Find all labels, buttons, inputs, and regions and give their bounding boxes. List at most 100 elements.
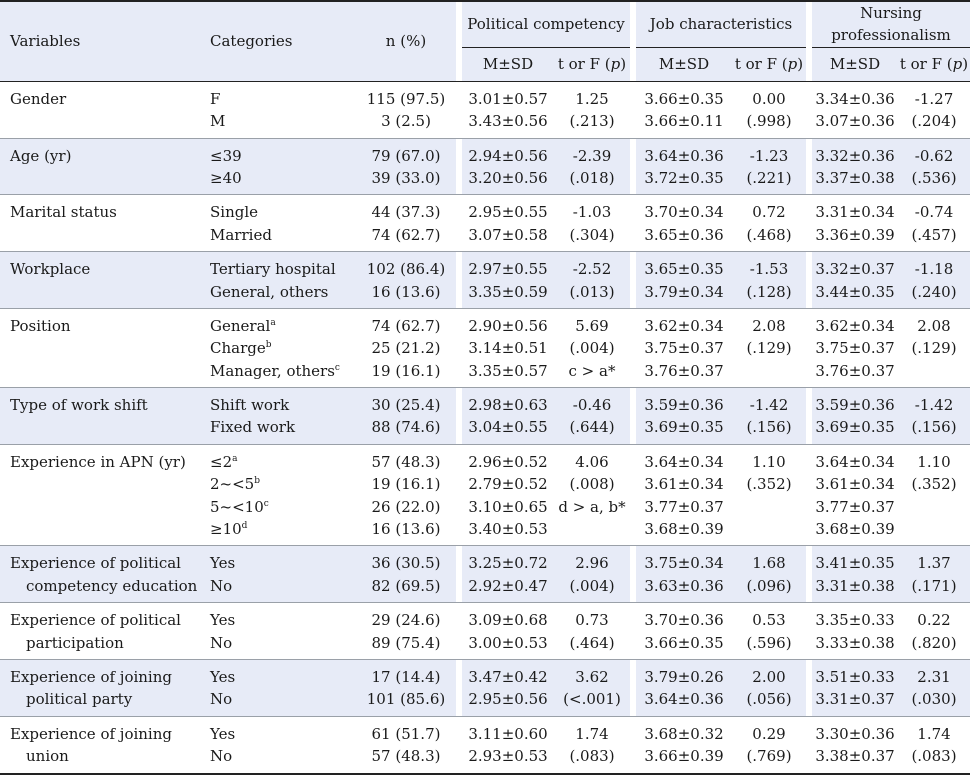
pc-t-cell: -2.39 (.018) — [554, 137, 630, 195]
jc-t-cell-line: -1.23 — [749, 146, 789, 165]
category-cell-line: No — [210, 632, 350, 654]
jc-t-cell-line: 1.10 — [752, 452, 786, 471]
jc-t-cell-line: (.056) — [746, 690, 792, 709]
jc-msd-cell: 3.59±0.36 3.69±0.35 — [636, 387, 732, 444]
pc-msd-cell-line: 3.10±0.65 — [468, 497, 548, 516]
variable-cell: Age (yr) — [0, 137, 200, 195]
category-cell: Yes No — [200, 545, 350, 603]
pc-t-cell: 4.06 (.008) d > a, b* — [554, 443, 630, 546]
np-t-cell: -0.74 (.457) — [898, 194, 970, 251]
pc-t-cell-line: -0.46 — [572, 396, 612, 415]
np-msd-cell: 3.30±0.36 3.38±0.37 — [812, 715, 898, 775]
pc-t-cell: 3.62 (<.001) — [554, 658, 630, 716]
header-row-2: M±SD t or F (p) M±SD t or F (p) M±SD t o… — [0, 47, 970, 82]
pc-t-cell: 0.73 (.464) — [554, 602, 630, 659]
category-label: No — [210, 633, 233, 652]
header-nursing-line2: professionalism — [831, 26, 951, 45]
np-msd-cell-line: 3.37±0.38 — [815, 168, 895, 187]
jc-t-cell-line: 2.00 — [752, 667, 786, 686]
category-cell-line: ≤2a — [210, 451, 350, 473]
jc-t-cell-line: (.129) — [746, 339, 792, 358]
category-label: Manager, others — [210, 361, 335, 380]
category-cell-line: ≥10d — [210, 518, 350, 540]
np-t-cell-line: (.820) — [911, 633, 957, 652]
jc-msd-cell-line: 3.77±0.37 — [644, 497, 724, 516]
variable-cell: Gender — [0, 82, 200, 138]
np-t-cell: 1.10 (.352) — [898, 443, 970, 546]
header-row-1: Variables Categories n (%) Political com… — [0, 0, 970, 82]
category-label: ≥10 — [210, 520, 242, 539]
pc-msd-cell-line: 3.35±0.59 — [468, 282, 548, 301]
category-label: Tertiary hospital — [210, 260, 336, 279]
n-percent-cell-line: 57 (48.3) — [371, 452, 441, 471]
np-msd-cell-line: 3.33±0.38 — [815, 633, 895, 652]
pc-msd-cell: 2.98±0.63 3.04±0.55 — [462, 387, 554, 444]
pc-t-cell-line: 0.73 — [575, 611, 609, 630]
pc-t-cell-line: 2.96 — [575, 554, 609, 573]
pc-msd-cell-line: 2.98±0.63 — [468, 396, 548, 415]
category-superscript: c — [263, 498, 269, 509]
np-t-cell: 2.08 (.129) — [898, 307, 970, 387]
n-percent-cell: 57 (48.3) 19 (16.1) 26 (22.0) 16 (13.6) — [350, 443, 456, 546]
table-row: Age (yr) ≤39 ≥40 79 (67.0) 39 (33.0) 2.94±0.5… — [0, 137, 970, 195]
header-variables: Variables — [0, 0, 200, 82]
pc-msd-cell-line: 2.90±0.56 — [468, 316, 548, 335]
category-superscript: a — [270, 317, 276, 328]
n-percent-cell: 30 (25.4) 88 (74.6) — [350, 387, 456, 444]
np-msd-cell-line: 3.76±0.37 — [815, 361, 895, 380]
pc-msd-cell: 2.90±0.56 3.14±0.51 3.35±0.57 — [462, 307, 554, 387]
np-msd-cell-line: 3.61±0.34 — [815, 475, 895, 494]
np-t-cell-line: (.457) — [911, 225, 957, 244]
jc-msd-cell-line: 3.65±0.36 — [644, 225, 724, 244]
category-cell-line: ≤39 — [210, 145, 350, 167]
pc-t-cell: 2.96 (.004) — [554, 545, 630, 603]
category-cell-line: 2~<5b — [210, 473, 350, 495]
n-percent-cell: 17 (14.4) 101 (85.6) — [350, 658, 456, 716]
category-label: M — [210, 112, 226, 131]
np-t-cell-line: 1.37 — [917, 554, 951, 573]
n-percent-cell-line: 16 (13.6) — [371, 282, 441, 301]
variable-cell-line: political party — [26, 690, 133, 709]
np-msd-cell-line: 3.68±0.39 — [815, 520, 895, 539]
category-label: Married — [210, 225, 272, 244]
category-superscript: d — [241, 521, 248, 532]
header-np-t-label: t or F (p) — [899, 55, 969, 74]
category-cell: Yes No — [200, 658, 350, 716]
np-msd-cell-line: 3.62±0.34 — [815, 316, 895, 335]
category-cell-line: ≥40 — [210, 167, 350, 189]
variable-cell-line: Experience of political — [10, 554, 181, 573]
n-percent-cell-line: 74 (62.7) — [371, 225, 441, 244]
n-percent-cell-line: 74 (62.7) — [371, 316, 441, 335]
category-label: No — [210, 690, 233, 709]
pc-msd-cell-line: 2.95±0.56 — [468, 690, 548, 709]
pc-msd-cell: 3.11±0.60 2.93±0.53 — [462, 715, 554, 775]
category-cell: Yes No — [200, 602, 350, 659]
pc-msd-cell-line: 2.96±0.52 — [468, 452, 548, 471]
n-percent-cell: 29 (24.6) 89 (75.4) — [350, 602, 456, 659]
np-msd-cell: 3.59±0.36 3.69±0.35 — [812, 387, 898, 444]
np-msd-cell-line: 3.44±0.35 — [815, 282, 895, 301]
pc-msd-cell: 2.95±0.55 3.07±0.58 — [462, 194, 554, 251]
np-msd-cell-line: 3.69±0.35 — [815, 418, 895, 437]
pc-t-cell-line: (.083) — [569, 747, 615, 766]
category-cell-line: M — [210, 110, 350, 132]
category-cell: Tertiary hospital General, others — [200, 251, 350, 308]
jc-msd-cell-line: 3.63±0.36 — [644, 576, 724, 595]
pc-t-cell-line: -2.52 — [572, 260, 612, 279]
jc-msd-cell-line: 3.70±0.34 — [644, 203, 724, 222]
n-percent-cell-line: 79 (67.0) — [371, 146, 441, 165]
pc-msd-cell-line: 2.97±0.55 — [468, 260, 548, 279]
pc-t-cell-line: (.004) — [569, 339, 615, 358]
header-pc-msd: M±SD — [462, 47, 554, 82]
np-msd-cell-line: 3.38±0.37 — [815, 747, 895, 766]
jc-t-cell-line: 0.29 — [752, 724, 786, 743]
jc-t-cell-line: 0.00 — [752, 89, 786, 108]
header-n-percent: n (%) — [350, 0, 456, 82]
category-label: Shift work — [210, 396, 290, 415]
category-label: ≥40 — [210, 168, 242, 187]
variable-cell-line: Workplace — [10, 260, 91, 279]
pc-msd-cell-line: 3.01±0.57 — [468, 89, 548, 108]
table-row: Experience of joining union Yes No 61 (51.7)… — [0, 715, 970, 775]
variable-cell: Position — [0, 307, 200, 387]
jc-t-cell: 2.08 (.129) — [732, 307, 806, 387]
